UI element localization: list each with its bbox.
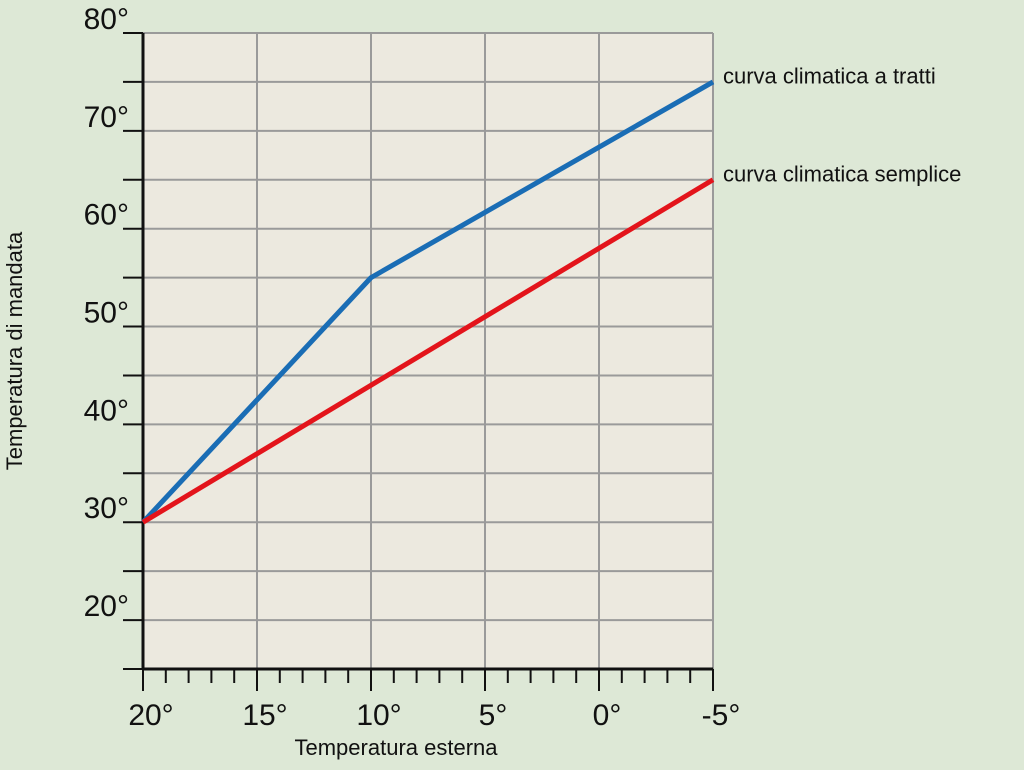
x-tick-label: 5° (479, 699, 508, 732)
x-tick-label: 20° (128, 699, 173, 732)
y-tick-label: 70° (84, 101, 129, 134)
series-label: curva climatica semplice (723, 162, 961, 187)
y-axis-title: Temperatura di mandata (2, 231, 27, 470)
x-tick-label: 10° (356, 699, 401, 732)
y-tick-label: 20° (84, 590, 129, 623)
series-label: curva climatica a tratti (723, 64, 936, 89)
series-line (141, 177, 715, 525)
y-tick-label: 30° (84, 492, 129, 525)
series-line (141, 79, 715, 524)
x-tick-label: 0° (593, 699, 622, 732)
x-tick-label: -5° (702, 699, 741, 732)
y-tick-label: 60° (84, 199, 129, 232)
x-tick-label: 15° (242, 699, 287, 732)
x-axis-title: Temperatura esterna (295, 735, 499, 760)
y-tick-label: 80° (84, 3, 129, 36)
y-tick-label: 40° (84, 394, 129, 427)
y-tick-label: 50° (84, 296, 129, 329)
